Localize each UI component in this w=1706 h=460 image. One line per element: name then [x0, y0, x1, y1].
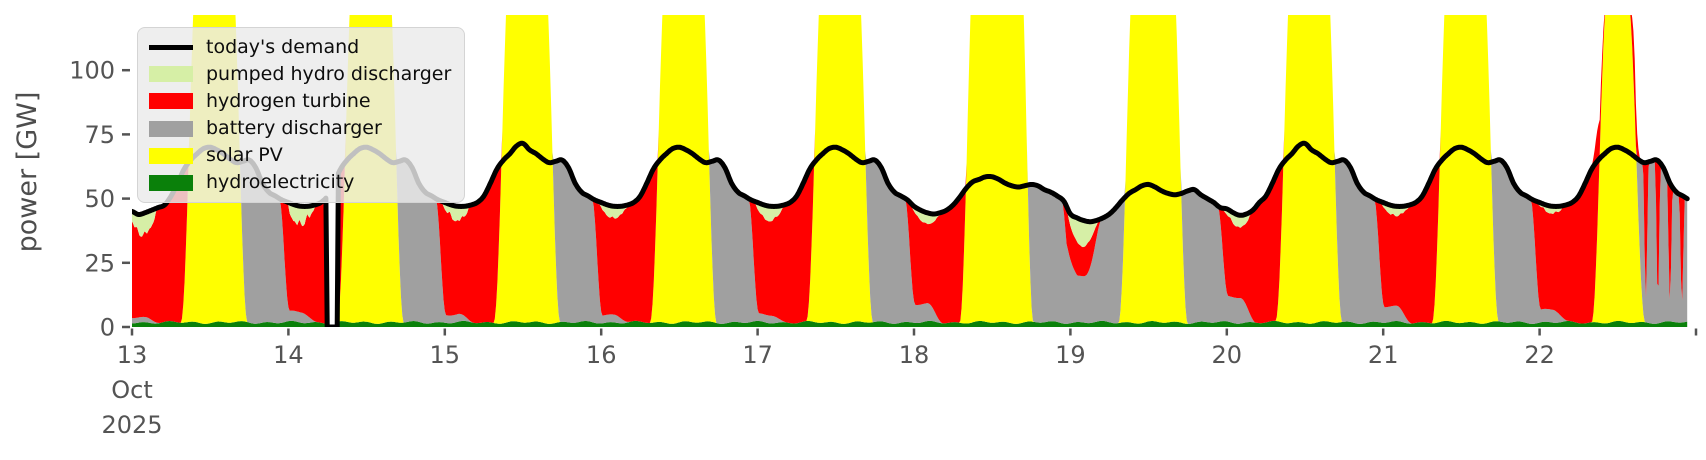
area-battery_discharger	[132, 15, 1688, 327]
legend-item-hydrogen-turbine: hydrogen turbine	[149, 89, 456, 113]
legend-label: pumped hydro discharger	[206, 62, 452, 85]
legend-label: today's demand	[206, 35, 360, 58]
area-solar_pv	[132, 15, 1688, 327]
legend-item-today-s-demand: today's demand	[149, 35, 456, 59]
x-tick-label-15: 15	[430, 341, 461, 369]
legend-color-swatch	[149, 66, 193, 83]
x-tick-label-16: 16	[586, 341, 617, 369]
area-hydrogen_turbine	[132, 15, 1688, 327]
legend-item-solar-pv: solar PV	[149, 144, 456, 168]
legend-label: hydrogen turbine	[206, 89, 371, 112]
y-axis-title: power [GW]	[12, 92, 43, 253]
y-tick-label-75: 75	[84, 121, 115, 149]
y-tick-label-25: 25	[84, 249, 115, 277]
legend-label: hydroelectricity	[206, 171, 355, 194]
axes: 0 25 50 75 100 13 14 15 16 17 18 19 20 21 22	[69, 57, 1698, 369]
y-tick-label-50: 50	[84, 185, 115, 213]
legend-label: battery discharger	[206, 117, 382, 140]
stacked-areas	[132, 15, 1688, 327]
x-tick-label-19: 19	[1055, 341, 1086, 369]
x-axis-year-label: 2025	[101, 411, 162, 439]
x-tick-label-18: 18	[899, 341, 930, 369]
x-axis-month-label: Oct	[111, 376, 153, 404]
area-hydroelectricity	[132, 320, 1688, 327]
legend-color-swatch	[149, 147, 193, 164]
legend-line-sample	[149, 44, 193, 50]
legend-item-pumped-hydro-discharger: pumped hydro discharger	[149, 62, 456, 86]
x-tick-label-17: 17	[742, 341, 773, 369]
chart-legend: today's demand pumped hydro discharger hyd…	[137, 27, 465, 203]
legend-item-battery-discharger: battery discharger	[149, 117, 456, 141]
legend-item-hydroelectricity: hydroelectricity	[149, 171, 456, 195]
legend-color-swatch	[149, 120, 193, 137]
legend-label: solar PV	[206, 144, 283, 167]
y-tick-label-0: 0	[100, 314, 115, 342]
legend-color-swatch	[149, 174, 193, 191]
x-tick-label-22: 22	[1524, 341, 1555, 369]
y-tick-label-100: 100	[69, 57, 115, 85]
x-tick-label-13: 13	[117, 341, 148, 369]
x-tick-label-21: 21	[1368, 341, 1399, 369]
x-tick-label-14: 14	[273, 341, 304, 369]
x-tick-label-20: 20	[1212, 341, 1243, 369]
legend-color-swatch	[149, 93, 193, 110]
